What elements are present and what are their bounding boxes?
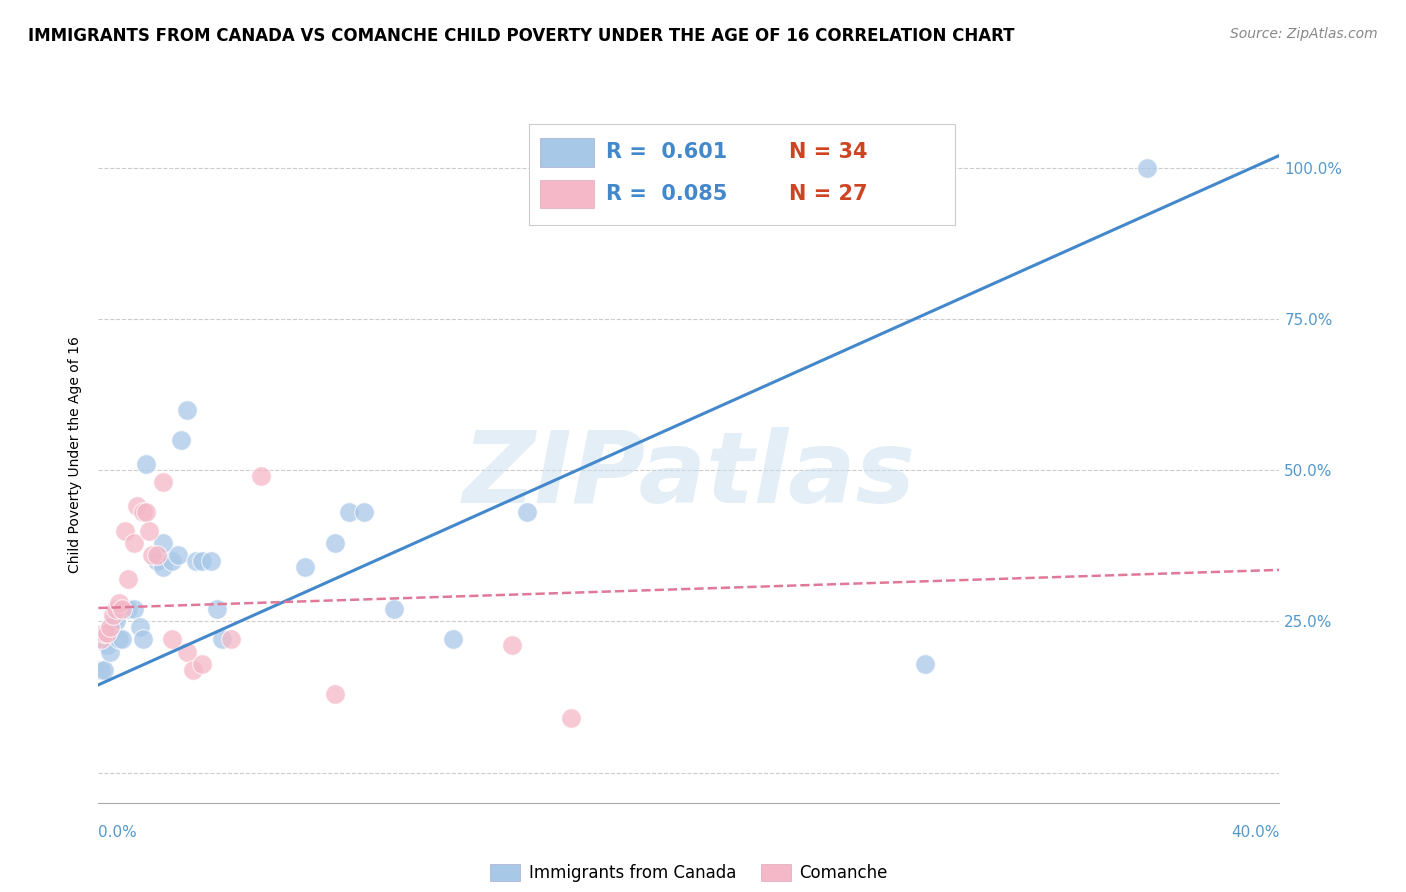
Point [111,632,134,647]
Point [323,535,346,549]
Text: Source: ZipAtlas.com: Source: ZipAtlas.com [1230,27,1378,41]
Point [441,632,464,647]
Text: N = 27: N = 27 [789,184,868,204]
Point [323,687,346,701]
Point [211,632,233,647]
Text: 40.0%: 40.0% [1232,825,1279,840]
Point [105,615,128,629]
Text: N = 34: N = 34 [789,142,868,162]
Point [96,626,118,640]
Point [125,500,148,514]
Point [167,548,190,562]
Point [117,572,139,586]
Point [108,632,131,647]
Text: ZIPatlas: ZIPatlas [463,427,915,524]
Point [93,663,115,677]
Point [90,663,112,677]
Point [176,644,198,658]
Point [152,475,174,490]
Point [135,505,157,519]
Y-axis label: Child Poverty Under the Age of 16: Child Poverty Under the Age of 16 [69,336,83,574]
Point [184,554,207,568]
Point [103,615,125,629]
Point [162,632,183,647]
Point [1135,161,1157,175]
Point [128,620,150,634]
Point [111,602,134,616]
Point [132,632,155,647]
Point [105,602,128,616]
Point [170,433,193,447]
Text: R =  0.085: R = 0.085 [606,184,728,204]
Point [353,505,375,519]
Text: 0.0%: 0.0% [98,825,138,840]
Point [294,559,316,574]
FancyBboxPatch shape [540,180,595,208]
Point [146,554,169,568]
Point [132,505,155,519]
Point [560,711,582,725]
Point [138,524,160,538]
Point [162,554,183,568]
Point [93,626,115,640]
Point [501,639,523,653]
Point [382,602,405,616]
Point [98,644,121,658]
Point [108,596,131,610]
Point [96,639,118,653]
Point [103,608,125,623]
Point [176,402,198,417]
Point [98,620,121,634]
Point [181,663,204,677]
Point [122,602,145,616]
Point [90,632,112,647]
Text: R =  0.601: R = 0.601 [606,142,727,162]
Point [146,548,169,562]
Point [515,505,537,519]
Text: IMMIGRANTS FROM CANADA VS COMANCHE CHILD POVERTY UNDER THE AGE OF 16 CORRELATION: IMMIGRANTS FROM CANADA VS COMANCHE CHILD… [28,27,1015,45]
FancyBboxPatch shape [530,124,955,226]
Point [141,548,163,562]
Point [191,554,214,568]
Point [122,535,145,549]
Point [117,602,139,616]
Point [339,505,360,519]
Point [191,657,214,671]
Point [205,602,228,616]
Legend: Immigrants from Canada, Comanche: Immigrants from Canada, Comanche [484,857,894,888]
FancyBboxPatch shape [540,138,595,167]
Point [152,559,174,574]
Point [200,554,222,568]
Point [152,535,174,549]
Point [914,657,936,671]
Point [250,469,273,483]
Point [114,524,136,538]
Point [135,457,157,471]
Point [219,632,242,647]
